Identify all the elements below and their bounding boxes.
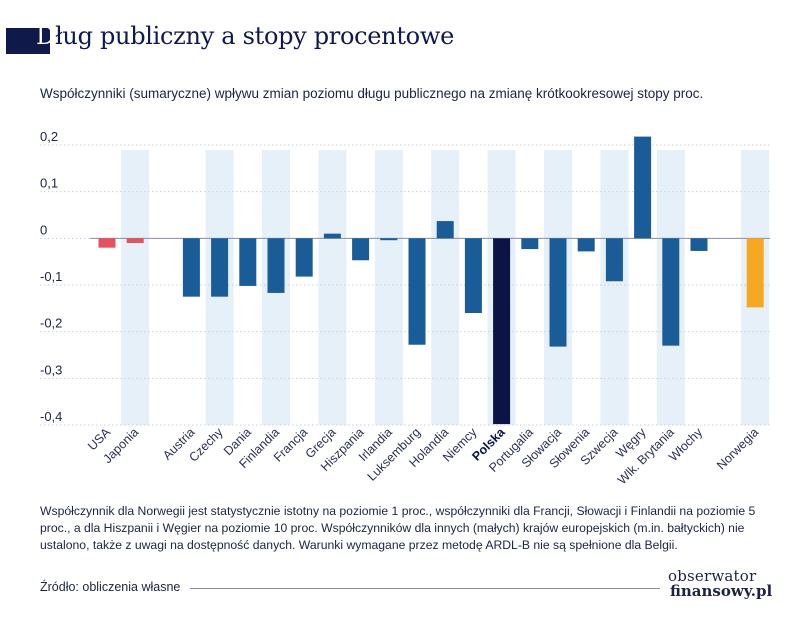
title-accent-block <box>6 28 50 54</box>
bar-luksemburg <box>408 238 426 345</box>
x-tick-label: Norwegia <box>714 425 761 472</box>
bar-hiszpania <box>352 238 370 261</box>
band <box>318 150 347 425</box>
logo-line-1: obserwator <box>668 567 757 585</box>
band <box>121 150 150 425</box>
bar-niemcy <box>464 238 482 313</box>
y-tick-label: 0,1 <box>40 176 58 191</box>
bar-norwegia <box>746 238 764 308</box>
bar-wlk-brytania <box>662 238 680 346</box>
chart-subtitle: Współczynniki (sumaryczne) wpływu zmian … <box>40 86 704 101</box>
footnote: Współczynnik dla Norwegii jest statystyc… <box>40 504 756 552</box>
bar-polska <box>493 238 511 425</box>
source-note: Źródło: obliczenia własne <box>40 580 181 594</box>
y-tick-label: -0,1 <box>40 269 62 284</box>
bar-holandia <box>436 221 454 239</box>
title-rest: ług publiczny a stopy procentowe <box>54 22 454 50</box>
title-first-letter: D <box>36 22 55 50</box>
y-tick-label: 0 <box>40 222 47 237</box>
logo-line-2: finansowy.pl <box>670 582 773 600</box>
bar-szwecja <box>605 238 623 282</box>
bar-japonia <box>126 238 144 243</box>
y-tick-label: -0,4 <box>40 409 62 424</box>
bar-austria <box>182 238 200 297</box>
bar-włochy <box>690 238 708 251</box>
bar-irlandia <box>380 238 398 241</box>
bar-finlandia <box>267 238 285 293</box>
bar-dania <box>239 238 257 286</box>
bar-słowenia <box>577 238 595 252</box>
bar-portugalia <box>521 238 539 250</box>
band <box>600 150 629 425</box>
bar-węgry <box>634 136 652 239</box>
y-tick-label: -0,2 <box>40 316 62 331</box>
publisher-logo: obserwator finansowy.pl <box>668 569 778 599</box>
bar-czechy <box>211 238 229 297</box>
band <box>431 150 460 425</box>
bar-słowacja <box>549 238 567 347</box>
bar-francja <box>295 238 313 277</box>
band <box>374 150 403 425</box>
y-tick-label: -0,3 <box>40 362 62 377</box>
bar-usa <box>98 238 116 248</box>
page-title: Dług publiczny a stopy procentowe <box>36 22 454 50</box>
bar-grecja <box>323 233 341 239</box>
y-tick-label: 0,2 <box>40 129 58 144</box>
source-divider <box>190 588 660 589</box>
